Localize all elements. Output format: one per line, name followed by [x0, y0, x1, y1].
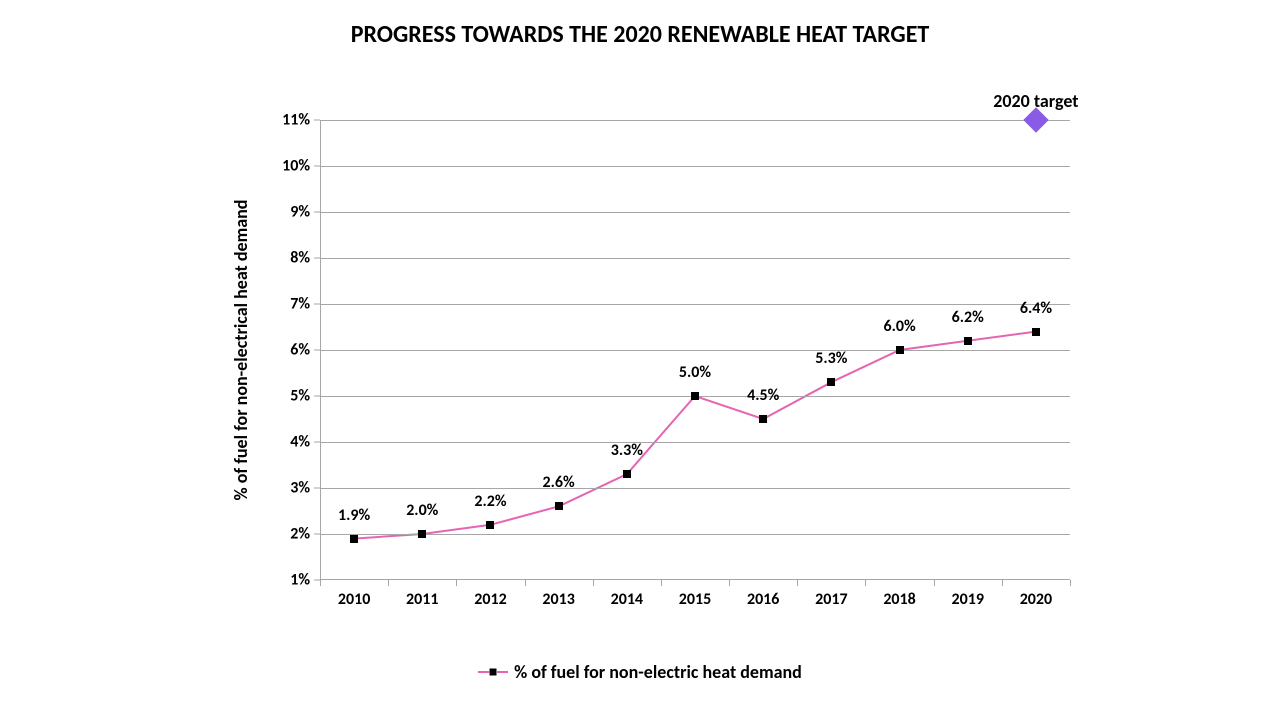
chart-title: PROGRESS TOWARDS THE 2020 RENEWABLE HEAT…	[0, 20, 1280, 49]
x-tick-mark	[1002, 580, 1003, 586]
x-tick-mark	[729, 580, 730, 586]
data-marker	[896, 346, 904, 354]
data-marker	[350, 535, 358, 543]
data-marker	[418, 530, 426, 538]
x-tick-mark	[661, 580, 662, 586]
data-marker	[623, 470, 631, 478]
x-tick-label: 2019	[952, 580, 984, 609]
x-tick-mark	[525, 580, 526, 586]
chart-container: PROGRESS TOWARDS THE 2020 RENEWABLE HEAT…	[0, 0, 1280, 720]
data-label: 4.5%	[747, 386, 779, 413]
legend: % of fuel for non-electric heat demand	[0, 660, 1280, 683]
x-tick-mark	[934, 580, 935, 586]
data-marker	[486, 521, 494, 529]
data-marker	[964, 337, 972, 345]
y-tick-label: 11%	[282, 111, 320, 130]
data-label: 2.2%	[474, 492, 506, 519]
data-label: 1.9%	[338, 506, 370, 533]
gridline	[320, 350, 1070, 351]
x-tick-mark	[388, 580, 389, 586]
legend-swatch	[478, 667, 508, 677]
gridline	[320, 212, 1070, 213]
x-tick-label: 2018	[883, 580, 915, 609]
data-label: 6.4%	[1020, 299, 1052, 326]
data-label: 2.0%	[406, 501, 438, 528]
x-tick-label: 2017	[815, 580, 847, 609]
gridline	[320, 304, 1070, 305]
data-label: 2.6%	[543, 473, 575, 500]
y-axis-line	[320, 120, 321, 580]
legend-item: % of fuel for non-electric heat demand	[478, 661, 802, 683]
data-label: 6.2%	[952, 308, 984, 335]
gridline	[320, 166, 1070, 167]
x-tick-label: 2012	[474, 580, 506, 609]
x-tick-mark	[320, 580, 321, 586]
gridline	[320, 120, 1070, 121]
data-label: 5.3%	[815, 349, 847, 376]
plot-area: 1%2%3%4%5%6%7%8%9%10%11%2010201120122013…	[320, 120, 1070, 580]
data-label: 6.0%	[883, 317, 915, 344]
y-tick-label: 4%	[290, 433, 320, 452]
y-tick-label: 5%	[290, 387, 320, 406]
gridline	[320, 534, 1070, 535]
legend-label: % of fuel for non-electric heat demand	[514, 661, 802, 683]
y-tick-label: 2%	[290, 525, 320, 544]
y-tick-label: 3%	[290, 479, 320, 498]
x-tick-mark	[1070, 580, 1071, 586]
x-tick-mark	[865, 580, 866, 586]
x-tick-label: 2016	[747, 580, 779, 609]
y-tick-label: 9%	[290, 203, 320, 222]
data-marker	[827, 378, 835, 386]
x-tick-mark	[593, 580, 594, 586]
y-tick-label: 10%	[282, 157, 320, 176]
y-tick-label: 7%	[290, 295, 320, 314]
data-marker	[759, 415, 767, 423]
data-marker	[691, 392, 699, 400]
x-tick-label: 2014	[611, 580, 643, 609]
gridline	[320, 488, 1070, 489]
x-tick-label: 2015	[679, 580, 711, 609]
x-tick-label: 2011	[406, 580, 438, 609]
x-tick-label: 2013	[542, 580, 574, 609]
y-axis-title: % of fuel for non-electrical heat demand	[230, 200, 252, 501]
data-marker	[1032, 328, 1040, 336]
y-tick-label: 1%	[290, 571, 320, 590]
x-tick-label: 2020	[1020, 580, 1052, 609]
x-tick-label: 2010	[338, 580, 370, 609]
data-label: 5.0%	[679, 363, 711, 390]
data-marker	[555, 502, 563, 510]
y-tick-label: 6%	[290, 341, 320, 360]
y-tick-label: 8%	[290, 249, 320, 268]
data-label: 3.3%	[611, 441, 643, 468]
x-tick-mark	[456, 580, 457, 586]
gridline	[320, 442, 1070, 443]
x-tick-mark	[797, 580, 798, 586]
gridline	[320, 258, 1070, 259]
